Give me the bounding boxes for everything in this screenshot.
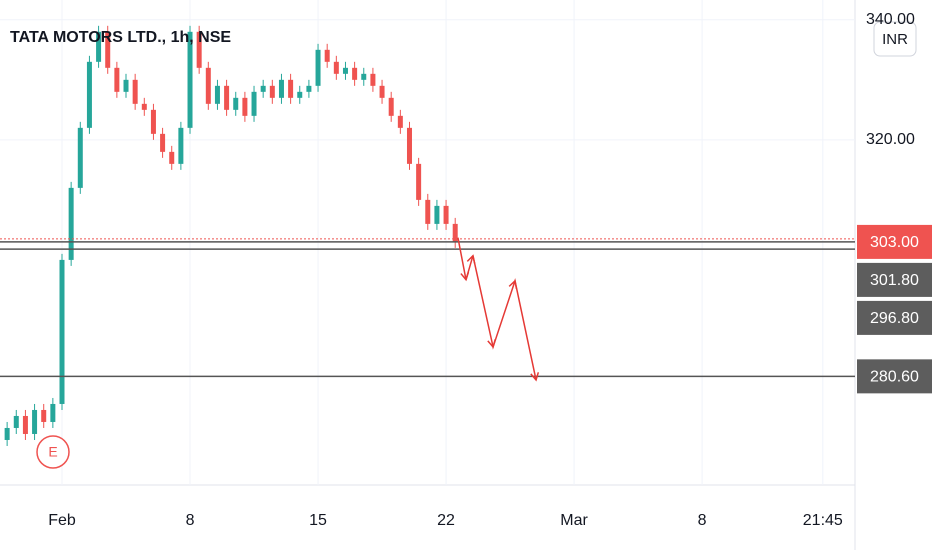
candle-body xyxy=(333,61,339,74)
candle-body xyxy=(59,259,65,404)
candle-body xyxy=(388,97,394,116)
x-tick-label: 8 xyxy=(698,512,707,529)
candle-body xyxy=(452,223,458,242)
drawing-arrowhead xyxy=(487,339,497,349)
candle-body xyxy=(443,205,449,224)
currency-label: INR xyxy=(882,31,908,48)
candle-body xyxy=(306,85,312,92)
candle-body xyxy=(105,31,111,68)
candle-body xyxy=(416,163,422,200)
candle-body xyxy=(13,415,19,428)
candle-body xyxy=(86,61,92,128)
x-tick-label: 21:45 xyxy=(803,512,843,529)
x-tick-label: Mar xyxy=(560,512,588,529)
drawing-arrowhead xyxy=(508,279,518,289)
price-badge xyxy=(857,300,932,335)
candle-body xyxy=(114,67,120,92)
drawing-arrowhead xyxy=(460,271,470,282)
candle-body xyxy=(233,97,239,110)
candle-body xyxy=(123,79,129,92)
candle-body xyxy=(50,403,56,422)
earnings-marker[interactable] xyxy=(36,435,70,469)
candle-body xyxy=(342,67,348,74)
candle-body xyxy=(379,85,385,98)
price-badge-label: 303.00 xyxy=(870,234,919,251)
candle-body xyxy=(96,31,102,62)
candle-body xyxy=(269,85,275,98)
price-badge-label: 280.60 xyxy=(870,369,919,386)
x-tick-label: 22 xyxy=(437,512,455,529)
drawing-path xyxy=(457,237,537,381)
candle-body xyxy=(68,187,74,260)
candle-body xyxy=(41,409,47,422)
x-tick-label: Feb xyxy=(48,512,76,529)
candle-body xyxy=(260,85,266,92)
candle-body xyxy=(22,415,28,434)
candle-body xyxy=(352,67,358,80)
candle-body xyxy=(315,49,321,86)
candle-body xyxy=(77,127,83,188)
candle-body xyxy=(434,205,440,224)
price-badge xyxy=(857,359,932,394)
candle-body xyxy=(32,409,38,434)
earnings-label: E xyxy=(48,444,57,460)
drawing-arrowhead xyxy=(530,372,540,382)
candle-body xyxy=(297,91,303,98)
marks xyxy=(4,25,458,446)
candle-body xyxy=(4,427,10,440)
y-tick-label: 340.00 xyxy=(866,11,915,28)
candle-body xyxy=(132,79,138,104)
x-tick-label: 8 xyxy=(186,512,195,529)
drawing-arrowhead xyxy=(466,254,476,264)
candle-body xyxy=(141,103,147,110)
candle-body xyxy=(224,85,230,110)
candle-body xyxy=(425,199,431,224)
candle-body xyxy=(278,79,284,98)
price-badge-label: 296.80 xyxy=(870,310,919,327)
candle-body xyxy=(178,127,184,164)
candle-body xyxy=(187,31,193,128)
overlay xyxy=(0,237,855,382)
x-tick-label: 15 xyxy=(309,512,327,529)
candle-body xyxy=(361,73,367,80)
candle-body xyxy=(242,97,248,116)
candle-body xyxy=(214,85,220,104)
price-badge xyxy=(857,262,932,297)
candle-body xyxy=(251,91,257,116)
candle-body xyxy=(406,127,412,164)
y-tick-label: 320.00 xyxy=(866,131,915,148)
price-badge xyxy=(857,224,932,259)
candle-body xyxy=(205,67,211,104)
candle-body xyxy=(370,73,376,86)
candle-body xyxy=(150,109,156,134)
candle-body xyxy=(160,133,166,152)
chart-title: TATA MOTORS LTD., 1h, NSE xyxy=(10,29,231,46)
currency-box[interactable] xyxy=(873,21,917,57)
candle-body xyxy=(196,31,202,68)
candle-body xyxy=(397,115,403,128)
candle-body xyxy=(169,151,175,164)
candle-body xyxy=(288,79,294,98)
candle-body xyxy=(324,49,330,62)
price-badge-label: 301.80 xyxy=(870,272,919,289)
